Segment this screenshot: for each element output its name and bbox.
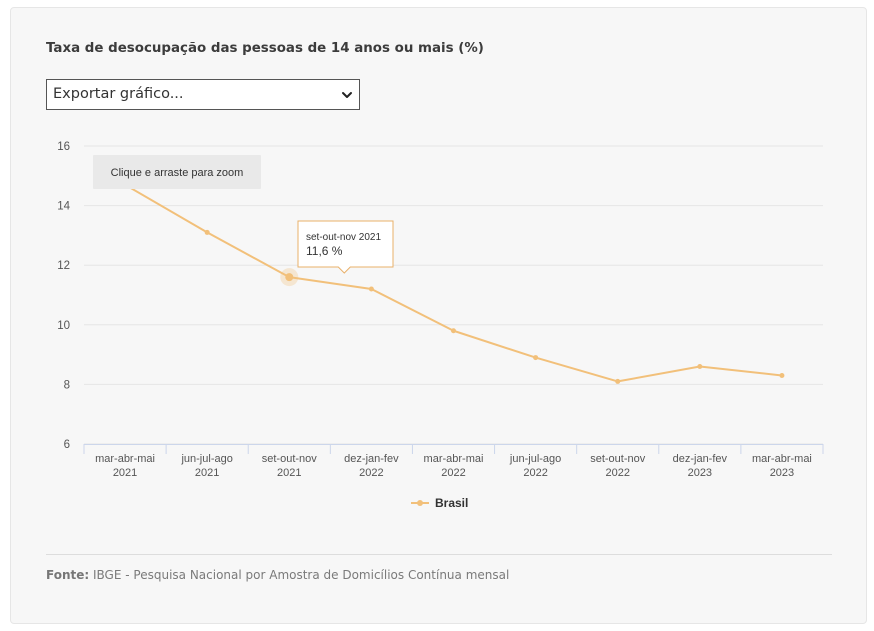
data-point — [204, 229, 210, 235]
data-point — [779, 372, 785, 378]
x-tick-label: set-out-nov 2022 — [590, 453, 646, 479]
source-label: Fonte: — [46, 568, 90, 582]
divider — [46, 554, 832, 555]
data-point — [285, 273, 294, 282]
export-select-value: Exportar gráfico... — [53, 86, 184, 102]
x-tick-label: mar-abr-mai 2023 — [752, 453, 812, 479]
legend-item-brasil[interactable]: Brasil — [411, 496, 468, 510]
tooltip-period: set-out-nov 2021 — [306, 232, 381, 243]
y-tick-label: 10 — [57, 320, 70, 332]
x-tick-label: jun-jul-ago 2021 — [180, 453, 232, 479]
source-note: Fonte: IBGE - Pesquisa Nacional por Amos… — [46, 568, 509, 582]
y-tick-label: 8 — [64, 379, 70, 391]
chart-title: Taxa de desocupação das pessoas de 14 an… — [46, 41, 484, 56]
data-point — [451, 328, 456, 334]
x-tick-label: mar-abr-mai 2021 — [95, 453, 155, 479]
zoom-hint-text: Clique e arraste para zoom — [111, 167, 244, 179]
chevron-down-icon — [342, 92, 352, 98]
export-chart-select[interactable]: Exportar gráfico... — [46, 79, 360, 110]
tooltip-value: 11,6 % — [306, 244, 343, 258]
tooltip-box — [297, 220, 394, 274]
zoom-hint-box — [93, 155, 261, 189]
y-tick-label: 6 — [64, 439, 70, 451]
data-point — [368, 286, 374, 292]
legend-label: Brasil — [435, 496, 469, 510]
data-point — [615, 378, 621, 384]
data-point — [697, 364, 703, 370]
legend-line-symbol — [411, 500, 429, 506]
y-tick-label: 14 — [57, 201, 70, 213]
x-tick-label: dez-jan-fev 2022 — [344, 453, 399, 479]
chart-card: Taxa de desocupação das pessoas de 14 an… — [10, 7, 867, 624]
series-line-brasil — [124, 183, 783, 383]
x-tick-label: jun-jul-ago 2022 — [509, 453, 561, 479]
line-chart[interactable]: 6 8 10 12 14 16 mar-abr-mai 2021 jun-jul-ago 2021… — [11, 8, 866, 623]
x-tick-label: dez-jan-fev 2023 — [673, 453, 728, 479]
x-tick-label: set-out-nov 2021 — [262, 453, 318, 479]
source-text: IBGE - Pesquisa Nacional por Amostra de … — [93, 568, 510, 582]
y-tick-label: 12 — [57, 260, 70, 272]
x-tick-label: mar-abr-mai 2022 — [424, 453, 484, 479]
y-tick-label: 16 — [57, 141, 70, 153]
data-point — [533, 355, 539, 361]
